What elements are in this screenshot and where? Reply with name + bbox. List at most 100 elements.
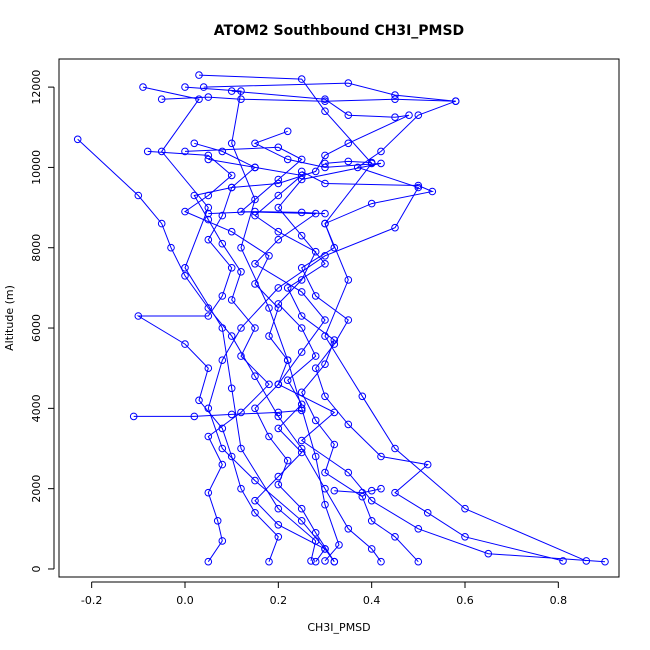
data-point	[265, 432, 273, 441]
data-point	[218, 292, 227, 300]
data-point	[484, 549, 493, 558]
series-0	[181, 83, 343, 565]
data-point	[190, 412, 199, 421]
data-point	[297, 400, 306, 409]
data-point	[190, 139, 199, 148]
data-point	[251, 509, 259, 517]
data-point	[251, 139, 259, 148]
data-point	[297, 388, 306, 397]
data-point	[251, 324, 259, 332]
series-line	[198, 74, 587, 562]
data-point	[451, 97, 460, 105]
data-point	[251, 372, 259, 381]
data-point	[204, 151, 213, 160]
series-line	[194, 142, 326, 562]
data-point	[251, 280, 259, 288]
data-point	[330, 243, 339, 252]
data-point	[251, 260, 259, 268]
data-point	[283, 356, 292, 365]
data-point	[265, 304, 273, 312]
data-point	[391, 95, 399, 103]
data-point	[190, 191, 199, 200]
data-point	[367, 158, 376, 167]
data-point	[204, 155, 213, 164]
series-line	[184, 86, 340, 562]
data-point	[227, 296, 236, 304]
series-line	[147, 150, 335, 562]
series-1	[139, 83, 320, 565]
data-point	[377, 159, 385, 168]
data-point	[559, 557, 567, 565]
data-point	[251, 476, 259, 485]
data-point	[251, 211, 259, 220]
data-point	[204, 432, 213, 441]
data-point	[297, 288, 306, 296]
data-point	[218, 460, 227, 469]
data-point	[344, 79, 353, 87]
data-point	[297, 167, 306, 176]
data-point	[237, 444, 245, 453]
data-point	[218, 444, 227, 453]
data-point	[251, 163, 259, 172]
data-point	[321, 209, 329, 218]
data-point	[283, 155, 292, 164]
data-point	[181, 83, 189, 91]
data-point	[204, 209, 213, 218]
data-point	[181, 340, 189, 348]
y-tick-label: 10000	[30, 150, 43, 185]
series-line	[301, 170, 564, 562]
chart-title: ATOM2 Southbound CH3I_PMSD	[214, 23, 464, 39]
series-4	[73, 135, 385, 566]
data-point	[227, 384, 236, 393]
x-tick-label: 0.4	[363, 594, 381, 607]
data-point	[265, 252, 273, 260]
data-point	[377, 147, 385, 156]
data-point	[251, 207, 259, 216]
data-point	[297, 436, 306, 445]
y-tick-label: 12000	[30, 70, 43, 105]
data-point	[143, 147, 152, 156]
data-point	[227, 171, 236, 180]
data-point	[237, 243, 245, 252]
data-point	[274, 472, 283, 481]
data-point	[358, 392, 367, 401]
data-point	[134, 191, 143, 200]
data-point	[297, 231, 306, 240]
data-point	[321, 159, 329, 168]
series-13	[330, 484, 385, 497]
data-point	[461, 504, 469, 513]
data-point	[227, 139, 236, 148]
data-point	[274, 504, 283, 513]
data-point	[414, 111, 423, 119]
data-point	[377, 557, 385, 566]
x-axis-label: CH3I_PMSD	[307, 621, 370, 634]
data-point	[367, 486, 376, 495]
data-point	[274, 300, 283, 308]
data-point	[321, 107, 329, 115]
data-point	[330, 557, 339, 566]
data-point	[330, 408, 339, 417]
data-point	[274, 412, 283, 421]
data-point	[391, 223, 399, 232]
series-line	[193, 90, 410, 562]
data-point	[274, 424, 283, 433]
data-point	[367, 496, 376, 505]
data-point	[265, 557, 273, 566]
data-point	[139, 83, 147, 91]
data-point	[218, 239, 227, 248]
data-point	[218, 147, 227, 156]
data-point	[358, 492, 367, 501]
series-9	[190, 87, 413, 566]
y-axis: 0 2000 4000 6000 8000 10000 12000	[30, 70, 55, 572]
data-point	[204, 488, 213, 497]
data-point	[204, 364, 213, 373]
data-point	[274, 521, 283, 529]
data-point	[274, 533, 283, 541]
data-point	[321, 468, 329, 477]
data-point	[297, 517, 306, 525]
data-point	[204, 312, 213, 320]
series-line	[324, 160, 372, 164]
data-point	[311, 452, 320, 461]
data-point	[195, 95, 203, 103]
data-point	[227, 264, 236, 272]
